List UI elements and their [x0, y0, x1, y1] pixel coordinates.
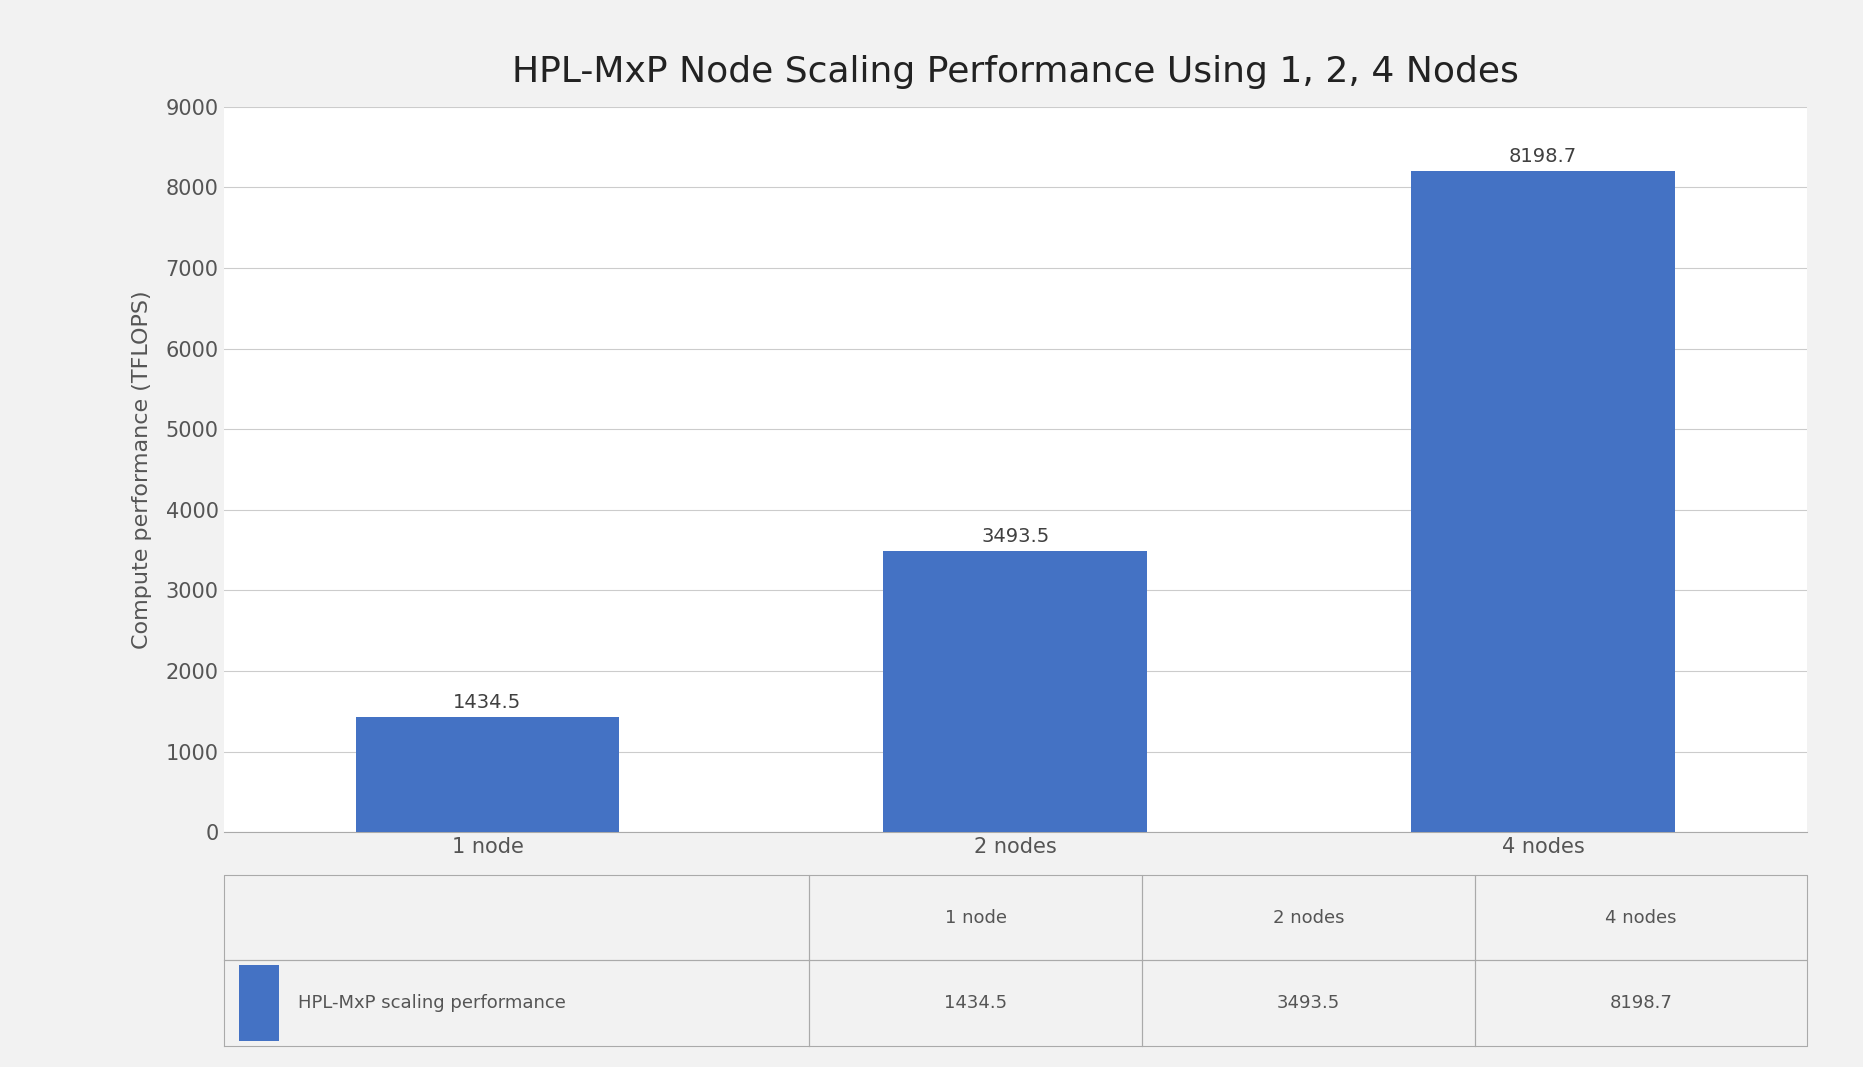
- Bar: [356, 717, 619, 832]
- Text: 3493.5: 3493.5: [1276, 994, 1339, 1012]
- Text: 2 nodes: 2 nodes: [1272, 909, 1343, 926]
- Text: 1 node: 1 node: [945, 909, 1006, 926]
- Bar: [238, 965, 279, 1041]
- Text: HPL-MxP scaling performance: HPL-MxP scaling performance: [298, 994, 566, 1012]
- Bar: [883, 551, 1148, 832]
- Text: 8198.7: 8198.7: [1610, 994, 1673, 1012]
- Text: 3493.5: 3493.5: [982, 527, 1049, 546]
- Y-axis label: Compute performance (TFLOPS): Compute performance (TFLOPS): [132, 290, 151, 649]
- Text: 8198.7: 8198.7: [1509, 147, 1578, 166]
- Text: 4 nodes: 4 nodes: [1606, 909, 1677, 926]
- Text: 1434.5: 1434.5: [945, 994, 1008, 1012]
- Bar: [1412, 172, 1675, 832]
- Title: HPL-MxP Node Scaling Performance Using 1, 2, 4 Nodes: HPL-MxP Node Scaling Performance Using 1…: [512, 54, 1518, 89]
- Text: 1434.5: 1434.5: [453, 692, 522, 712]
